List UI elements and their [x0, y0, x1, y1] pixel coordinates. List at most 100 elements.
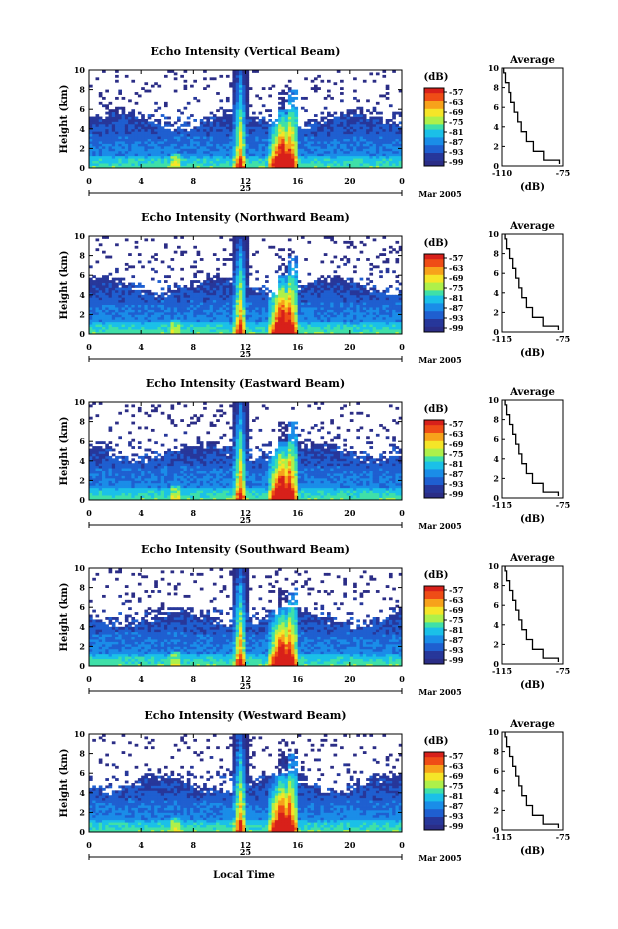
field-cell [108, 138, 113, 142]
field-cell [281, 96, 286, 100]
field-cell [209, 111, 214, 115]
profile-xlabel: (dB) [520, 348, 545, 359]
field-cell [222, 319, 227, 323]
field-cell [128, 299, 132, 303]
field-cell [225, 163, 230, 166]
field-cell [327, 131, 331, 135]
field-cell [242, 316, 246, 320]
field-cell [310, 150, 315, 154]
field-cell [235, 324, 240, 328]
field-cell [382, 128, 387, 132]
field-cell [333, 163, 338, 166]
field-cell [340, 326, 344, 330]
field-cell [105, 153, 109, 157]
field-cell [206, 165, 211, 169]
field-cell [95, 455, 100, 459]
field-cell [359, 158, 364, 162]
field-cell [281, 289, 286, 293]
field-cell [349, 111, 354, 115]
field-cell [284, 275, 289, 279]
field-cell [216, 302, 220, 305]
field-cell [98, 116, 103, 120]
field-cell [238, 123, 243, 127]
field-cell [258, 289, 263, 293]
field-cell [219, 145, 224, 149]
field-cell [115, 321, 119, 325]
field-cell [108, 495, 113, 498]
field-cell [366, 307, 370, 310]
field-cell [261, 324, 266, 328]
field-cell [128, 292, 132, 296]
field-cell [199, 331, 204, 335]
field-cell [294, 150, 299, 154]
field-cell [232, 155, 237, 159]
field-cell [216, 329, 220, 332]
field-cell [248, 326, 253, 330]
field-cell [346, 329, 351, 332]
field-cell [287, 116, 292, 120]
field-cell [219, 316, 224, 320]
field-cell [320, 280, 325, 283]
field-cell [382, 316, 387, 320]
field-cell [291, 275, 295, 279]
field-cell [274, 329, 279, 332]
field-cell [372, 126, 377, 130]
field-cell [287, 316, 292, 320]
field-cell [327, 141, 331, 144]
field-cell [137, 128, 142, 132]
field-cell [186, 160, 191, 164]
field-cell [131, 297, 136, 301]
field-cell [212, 123, 217, 127]
field-cell [238, 141, 243, 144]
field-cell [330, 236, 334, 239]
field-cell [317, 121, 321, 125]
field-cell [385, 267, 390, 271]
field-cell [160, 138, 165, 142]
field-cell [242, 250, 246, 254]
field-cell [212, 275, 217, 279]
field-cell [372, 138, 377, 142]
field-cell [203, 141, 207, 144]
field-cell [209, 277, 214, 281]
field-cell [206, 294, 211, 298]
field-cell [333, 316, 338, 320]
field-cell [372, 165, 377, 169]
field-cell [105, 473, 109, 476]
field-cell [193, 311, 197, 315]
colorbar-frame [423, 87, 445, 167]
field-cell [291, 89, 295, 93]
field-cell [359, 123, 364, 127]
field-cell [111, 121, 116, 125]
field-cell [255, 128, 259, 132]
field-cell [180, 74, 184, 78]
field-cell [333, 158, 338, 162]
field-cell [258, 307, 263, 310]
field-cell [108, 428, 113, 432]
field-cell [274, 309, 279, 313]
field-cell [382, 319, 387, 323]
field-cell [225, 96, 230, 100]
field-cell [180, 153, 184, 157]
field-cell [340, 307, 344, 310]
field-cell [362, 324, 367, 328]
field-cell [95, 446, 100, 449]
field-cell [98, 165, 103, 169]
field-cell [141, 299, 145, 303]
field-cell [320, 150, 325, 154]
field-cell [95, 465, 100, 469]
field-cell [141, 297, 145, 301]
field-cell [385, 87, 390, 90]
field-cell [147, 158, 152, 162]
field-cell [170, 307, 175, 310]
field-cell [199, 158, 204, 162]
field-cell [323, 116, 328, 120]
field-cell [225, 311, 230, 315]
field-cell [340, 299, 344, 303]
field-cell [369, 119, 374, 122]
field-cell [147, 289, 152, 293]
field-cell [173, 321, 178, 325]
field-cell [297, 148, 302, 152]
field-cell [265, 319, 269, 323]
field-cell [245, 77, 250, 81]
field-cell [317, 277, 321, 281]
